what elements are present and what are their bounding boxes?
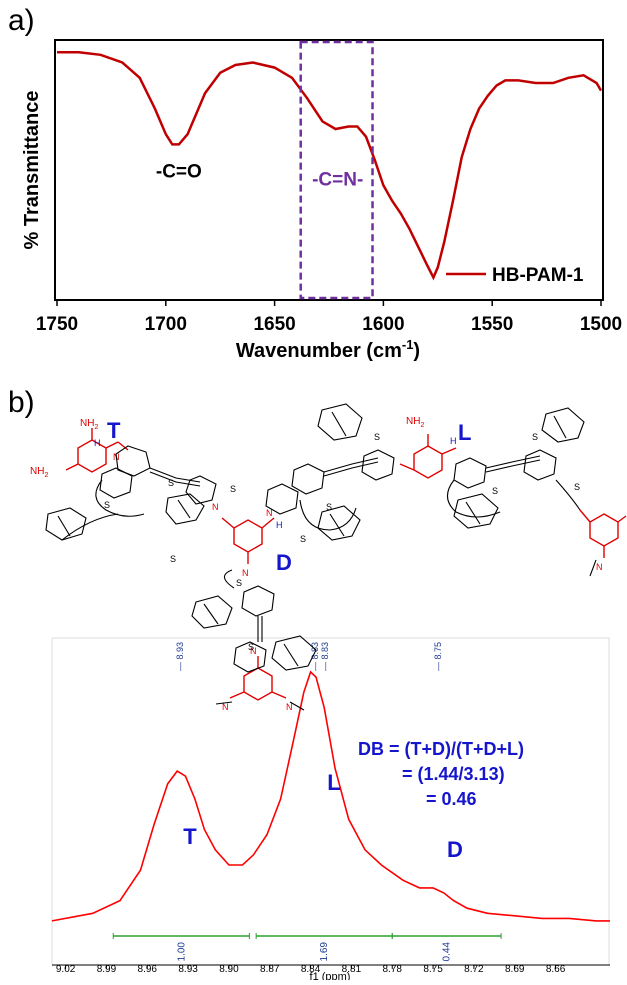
nmr-spectrum-line [51,670,610,922]
structure-label-t: T [107,418,121,443]
nmr-peak-labels: — 8.93 — 8.83— 8.83 — 8.75 [175,642,443,671]
nmr-x-tick-label: 8.96 [138,964,158,975]
structure-label-d: D [276,550,292,575]
bottom-imine-n-top: N [250,646,257,656]
nmr-x-tick-label: 8.69 [505,964,525,975]
d-imine-h: H [276,520,283,530]
t-nh2-left: NH2 [30,466,48,479]
ftir-panel: a) 1750 1700 1650 1600 1550 1500 -C=O -C=N- H… [0,0,627,380]
svg-text:1.00: 1.00 [176,942,187,962]
bottom-imine-n-right: N [286,702,293,712]
nmr-peak-label: — 8.93 [175,642,185,671]
svg-text:S: S [230,484,236,494]
svg-text:S: S [104,500,110,510]
nmr-peak-label: — 8.83 [310,642,320,671]
svg-text:S: S [532,432,538,442]
bottom-imine-n-left: N [222,702,229,712]
db-formula-line-3: = 0.46 [426,789,477,809]
svg-text:S: S [326,502,332,512]
svg-text:— 8.83: — 8.83 [310,642,320,671]
nmr-x-ticks: 9.02 8.99 8.96 8.93 8.90 8.87 8.84 8.81 8.78 8.75… [56,964,566,975]
db-formula-line-1: DB = (T+D)/(T+D+L) [358,739,524,759]
ftir-x-tick-label: 1750 [36,314,78,335]
svg-text:— 8.83: — 8.83 [320,642,330,671]
nmr-peak-label: — 8.75 [433,642,443,671]
nmr-x-tick-label: 8.93 [178,964,198,975]
svg-text:0.44: 0.44 [442,942,453,962]
nmr-x-tick-label: 8.99 [97,964,117,975]
svg-text:S: S [236,578,242,588]
cyclophane-units [45,403,597,711]
right-imine-n: N [596,562,603,572]
l-nh2-top: NH2 [406,416,424,429]
nmr-x-tick-label: 8.72 [464,964,484,975]
bottom-aniline-ring [229,656,287,701]
nmr-x-tick-label: 8.87 [260,964,280,975]
co-annotation: -C=O [156,162,202,183]
nmr-x-tick-label: 8.81 [342,964,362,975]
legend-label: HB-PAM-1 [492,265,584,286]
nmr-x-tick-label: 8.66 [546,964,566,975]
peak-label-t: T [183,824,197,849]
svg-text:S: S [374,432,380,442]
ftir-series-line [57,50,603,281]
panel-b-label: b) [8,386,35,419]
nmr-x-tick-label: 8.84 [301,964,321,975]
peak-label-d: D [447,837,463,862]
db-formula-line-2: = (1.44/3.13) [402,764,505,784]
t-nh2-top: NH2 [80,418,98,431]
ftir-x-tick-label: 1600 [362,314,404,335]
peak-label-l: L [327,770,340,795]
sulfur-atoms: S S S S S S S S S S S S [104,432,580,652]
nmr-x-tick-label: 9.02 [56,964,76,975]
svg-text:S: S [574,482,580,492]
nmr-x-tick-label: 8.75 [423,964,443,975]
svg-text:1.69: 1.69 [319,942,330,962]
svg-text:S: S [170,554,176,564]
svg-text:— 8.75: — 8.75 [433,642,443,671]
dendritic-aniline-ring [221,517,275,564]
svg-text:S: S [300,534,306,544]
svg-text:S: S [248,642,254,652]
l-imine-h: H [450,436,457,446]
nmr-integral: 0.44 [391,933,502,962]
d-imine-n-right: N [266,508,273,518]
nmr-integral: 1.00 [112,933,250,962]
nmr-figure: 9.02 8.99 8.96 8.93 8.90 8.87 8.84 8.81 8.78 8.75… [30,403,627,983]
right-aniline-ring [579,509,627,558]
nmr-x-tick-label: 8.78 [383,964,403,975]
ftir-x-tick-label: 1500 [580,314,622,335]
nmr-x-axis-label: f1 (ppm) [310,971,351,980]
t-imine-h: H [94,438,101,448]
cn-annotation: -C=N- [312,169,363,190]
ftir-x-ticks: 1750 1700 1650 1600 1550 1500 [36,300,622,335]
svg-text:— 8.93: — 8.93 [175,642,185,671]
panel-a-label: a) [8,4,35,37]
nmr-x-tick-label: 8.90 [219,964,239,975]
cn-highlight-box [299,40,374,300]
structure-label-l: L [458,420,471,445]
svg-text:S: S [168,478,174,488]
ftir-x-tick-label: 1700 [145,314,187,335]
ftir-chart: 1750 1700 1650 1600 1550 1500 -C=O -C=N- HB-P… [21,39,622,362]
ftir-x-tick-label: 1650 [253,314,295,335]
ftir-x-tick-label: 1550 [471,314,513,335]
hyperbranched-structure: NH2 NH2 N H T N N H N D [30,403,627,712]
ftir-x-axis-label: Wavenumber (cm-1) [236,337,420,362]
ftir-plot-frame [54,39,604,301]
nmr-peak-label: — 8.83 [320,642,330,671]
d-imine-n-bottom: N [242,568,249,578]
ftir-y-axis-label: % Transmittance [21,91,43,250]
d-imine-n-left: N [212,502,219,512]
nmr-integral: 1.69 [255,933,393,962]
nmr-panel: b) 9.02 8.99 8.96 8.93 8.90 8.87 8.84 8.81 8.78 8… [0,380,627,983]
nmr-integrals: 1.00 1.69 0.44 [112,933,502,962]
terminal-aniline-ring [65,428,129,473]
svg-text:S: S [492,486,498,496]
linear-aniline-ring [399,434,457,479]
